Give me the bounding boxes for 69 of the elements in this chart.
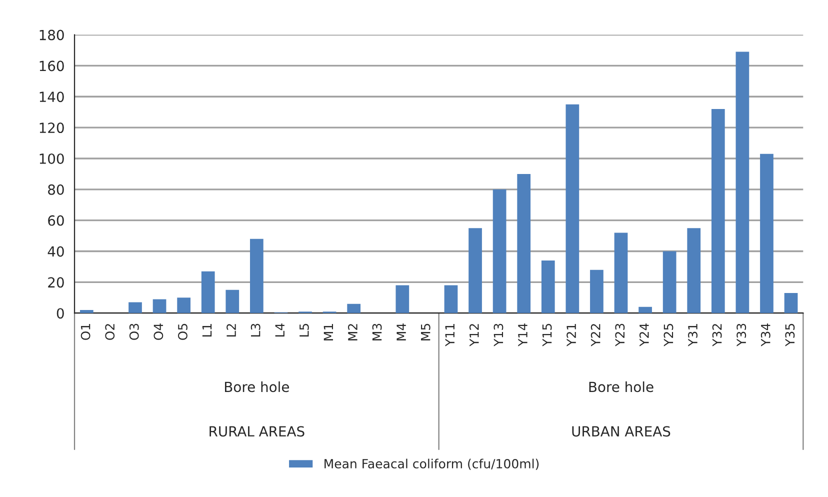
x-tick-label: O3 — [129, 324, 139, 340]
bar — [736, 52, 750, 314]
x-tick-label: M5 — [421, 324, 430, 340]
bar — [687, 228, 701, 314]
bar — [80, 310, 94, 314]
y-tick-label: 100 — [40, 153, 64, 164]
bar — [492, 189, 506, 314]
bar — [541, 260, 555, 314]
bar — [711, 109, 725, 314]
bar — [347, 304, 361, 314]
x-tick-label: Y14 — [518, 324, 528, 346]
y-tick-label: 40 — [48, 246, 64, 257]
bar — [760, 154, 774, 314]
x-tick-label: Y24 — [639, 324, 649, 346]
bar — [250, 238, 264, 314]
y-tick-label: 80 — [48, 184, 64, 195]
text: URBAN AREAS — [572, 426, 670, 437]
x-tick-label: Y32 — [712, 324, 722, 346]
text: Bore hole — [225, 381, 289, 392]
y-tick-label: 20 — [48, 277, 64, 288]
bar — [201, 271, 215, 314]
bar — [226, 290, 240, 314]
bar — [590, 270, 604, 314]
x-tick-label: L5 — [300, 324, 309, 337]
text: Bore hole — [589, 381, 654, 392]
bar — [614, 232, 628, 314]
x-tick-label: Y22 — [590, 324, 600, 346]
x-tick-label: O2 — [105, 324, 115, 340]
x-tick-label: L1 — [202, 324, 212, 337]
x-tick-label: M2 — [348, 324, 358, 340]
y-tick-label: 160 — [40, 60, 64, 72]
bar — [638, 306, 652, 314]
x-tick-label: Y31 — [688, 324, 698, 346]
y-tick-label: 140 — [40, 92, 64, 102]
x-tick-label: Y15 — [542, 324, 552, 346]
x-tick-label: Y13 — [494, 324, 504, 346]
x-tick-label: O1 — [80, 324, 90, 340]
x-tick-label: Y35 — [785, 324, 795, 346]
bar — [396, 285, 410, 314]
x-tick-label: L4 — [275, 324, 284, 337]
text: RURAL AREAS — [210, 426, 304, 437]
bar — [784, 293, 798, 314]
x-tick-label: Y11 — [445, 324, 454, 346]
bar — [152, 299, 166, 314]
x-tick-label: M1 — [324, 324, 333, 340]
y-tick-label: 120 — [40, 122, 64, 134]
x-tick-label: Y25 — [664, 324, 674, 346]
x-tick-label: L3 — [250, 324, 260, 337]
bar — [517, 174, 531, 314]
x-tick-label: Y23 — [615, 324, 625, 346]
x-tick-label: O4 — [154, 324, 164, 340]
bar — [177, 298, 190, 314]
bar — [468, 228, 482, 314]
x-tick-label: M3 — [372, 324, 382, 340]
x-tick-label: Y34 — [760, 324, 770, 346]
bar — [566, 104, 580, 314]
x-tick-label: Y33 — [736, 324, 746, 346]
bar — [662, 251, 676, 314]
legend-label: Mean Faeacal coliform (cfu/100ml) — [324, 458, 539, 470]
x-tick-label: O5 — [178, 324, 188, 340]
x-tick-label: L2 — [226, 324, 236, 337]
x-tick-label: M4 — [396, 324, 406, 340]
bar — [128, 302, 142, 314]
y-tick-label: 0 — [56, 308, 64, 319]
y-tick-label: 60 — [48, 215, 64, 226]
x-tick-label: Y21 — [566, 324, 576, 346]
y-tick-label: 180 — [40, 30, 64, 40]
x-tick-label: Y12 — [469, 324, 479, 346]
bar — [444, 285, 458, 314]
